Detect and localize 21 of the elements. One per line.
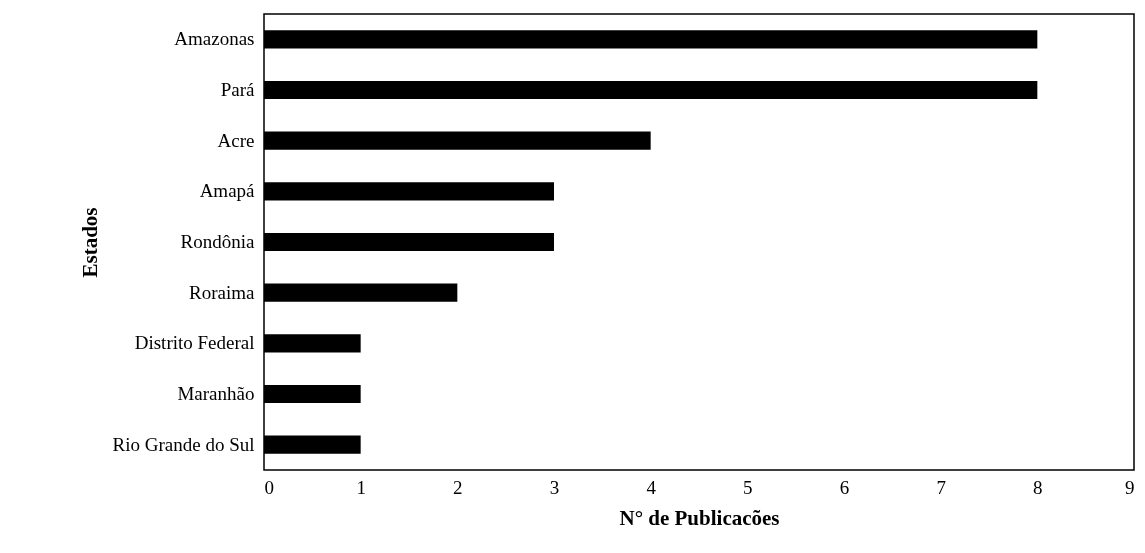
y-tick-label: Roraima — [189, 281, 256, 303]
x-tick-label: 8 — [1033, 476, 1043, 498]
x-tick-label: 5 — [743, 476, 753, 498]
y-tick-label: Rio Grande do Sul — [112, 433, 255, 455]
x-tick-label: 2 — [453, 476, 463, 498]
x-tick-label: 7 — [936, 476, 946, 498]
y-tick-label: Acre — [217, 129, 255, 151]
y-tick-label: Amapá — [199, 180, 256, 202]
x-axis-title: N° de Publicacões — [619, 505, 780, 530]
y-tick-label: Pará — [220, 79, 256, 100]
x-tick-label: 0 — [264, 476, 274, 498]
y-tick-label: Maranhão — [177, 383, 255, 404]
y-tick-label: Rondônia — [180, 231, 256, 252]
x-tick-label: 4 — [646, 476, 657, 498]
y-axis-title: Estados — [77, 207, 102, 278]
x-tick-label: 9 — [1125, 476, 1135, 498]
x-tick-label: 6 — [839, 476, 850, 498]
x-tick-label: 3 — [549, 476, 560, 498]
y-tick-label: Amazonas — [174, 28, 255, 50]
y-tick-label: Distrito Federal — [134, 332, 255, 354]
x-tick-label: 1 — [356, 476, 366, 498]
